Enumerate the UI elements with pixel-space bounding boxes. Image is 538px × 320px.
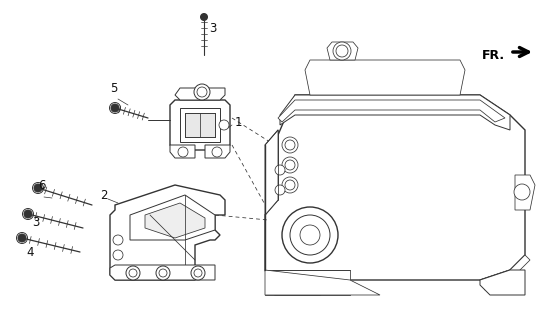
Text: 4: 4 [26, 245, 33, 259]
Polygon shape [265, 130, 278, 215]
Circle shape [333, 42, 351, 60]
Polygon shape [265, 270, 380, 295]
Circle shape [18, 234, 26, 242]
Circle shape [34, 184, 42, 192]
Polygon shape [175, 88, 225, 100]
Circle shape [282, 137, 298, 153]
Text: 1: 1 [235, 116, 243, 129]
Circle shape [212, 147, 222, 157]
Text: FR.: FR. [482, 49, 505, 61]
Polygon shape [280, 95, 510, 130]
Text: 3: 3 [209, 22, 216, 35]
Circle shape [126, 266, 140, 280]
Polygon shape [480, 255, 530, 290]
Circle shape [24, 210, 32, 218]
Circle shape [275, 165, 285, 175]
Polygon shape [170, 145, 195, 158]
Circle shape [514, 184, 530, 200]
Polygon shape [327, 42, 358, 60]
Circle shape [275, 185, 285, 195]
Circle shape [113, 235, 123, 245]
Polygon shape [205, 145, 230, 158]
Circle shape [113, 250, 123, 260]
Circle shape [178, 147, 188, 157]
Circle shape [219, 120, 229, 130]
Polygon shape [170, 100, 230, 150]
Circle shape [282, 157, 298, 173]
Polygon shape [145, 203, 205, 238]
Text: 5: 5 [110, 82, 117, 95]
Text: 3: 3 [32, 215, 39, 228]
Circle shape [201, 13, 208, 20]
Circle shape [194, 84, 210, 100]
Polygon shape [305, 60, 465, 95]
Circle shape [191, 266, 205, 280]
Polygon shape [278, 100, 505, 122]
Polygon shape [110, 185, 225, 280]
Circle shape [156, 266, 170, 280]
Polygon shape [110, 265, 215, 280]
Circle shape [111, 104, 119, 112]
Polygon shape [480, 270, 525, 295]
Polygon shape [130, 195, 215, 240]
Text: 6: 6 [38, 179, 46, 192]
Polygon shape [265, 270, 350, 295]
Text: 2: 2 [100, 188, 108, 202]
Polygon shape [180, 108, 220, 142]
Polygon shape [185, 113, 215, 137]
Circle shape [282, 177, 298, 193]
Polygon shape [265, 95, 525, 295]
Circle shape [282, 207, 338, 263]
Polygon shape [515, 175, 535, 210]
Circle shape [290, 215, 330, 255]
